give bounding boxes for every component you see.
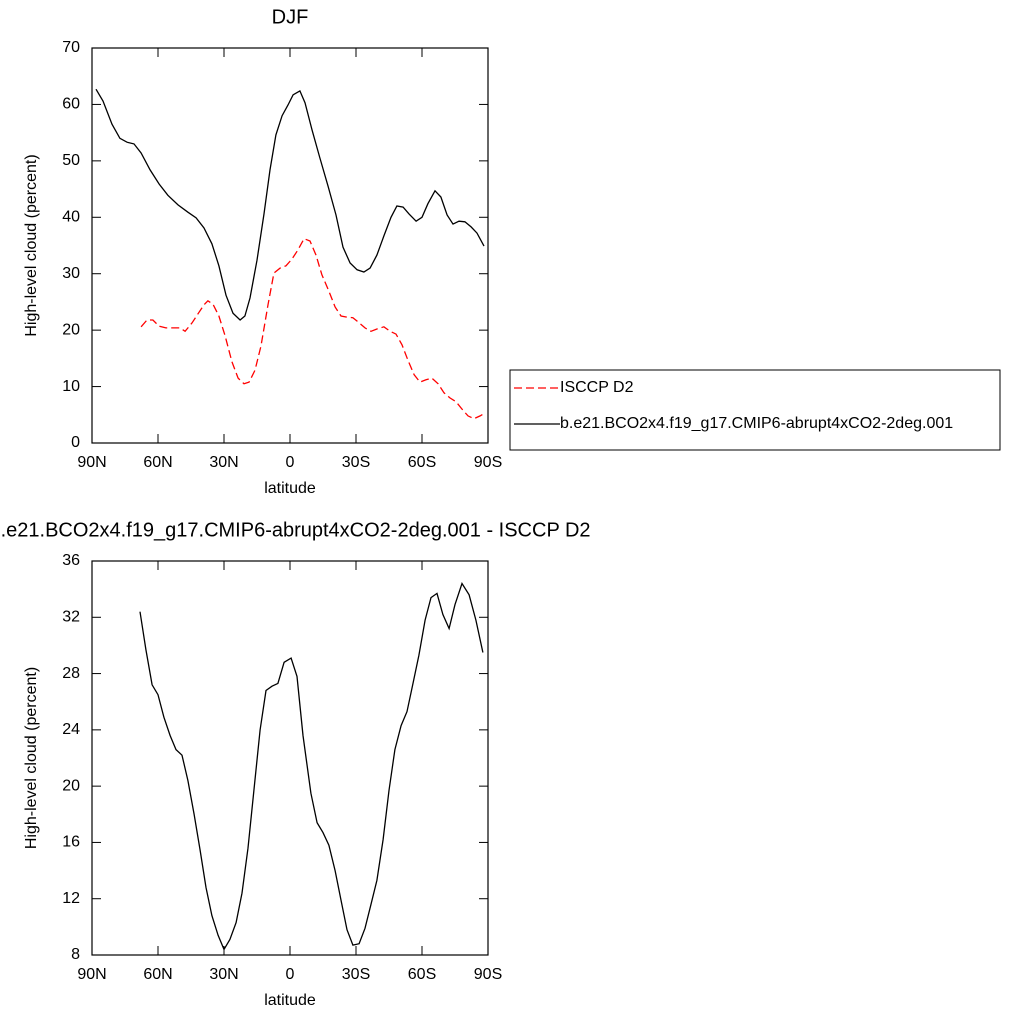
x-tick-label: 30S [342,454,370,471]
y-tick-label: 40 [62,209,80,226]
y-tick-label: 70 [62,39,80,56]
x-tick-label: 30S [342,966,370,983]
legend-label: ISCCP D2 [560,379,634,396]
chart-title: DJF [272,6,309,28]
y-tick-label: 12 [62,890,80,907]
y-axis-label: High-level cloud (percent) [23,667,40,849]
y-tick-label: 0 [71,434,80,451]
x-tick-label: 0 [286,966,295,983]
y-tick-label: 16 [62,834,80,851]
y-axis-label: High-level cloud (percent) [23,154,40,336]
y-tick-label: 8 [71,946,80,963]
x-tick-label: 90S [474,454,502,471]
y-tick-label: 20 [62,321,80,338]
x-tick-label: 60S [408,454,436,471]
x-tick-label: 90S [474,966,502,983]
x-tick-label: 30N [209,966,238,983]
x-tick-label: 60S [408,966,436,983]
data-line [140,237,486,420]
y-tick-label: 30 [62,265,80,282]
legend-label: b.e21.BCO2x4.f19_g17.CMIP6-abrupt4xCO2-2… [560,415,953,432]
x-tick-label: 60N [143,966,172,983]
plot-frame [91,47,489,444]
x-axis-label: latitude [264,480,316,497]
x-axis-label: latitude [264,992,316,1009]
data-line [95,88,485,321]
x-tick-label: 60N [143,454,172,471]
x-tick-label: 90N [77,966,106,983]
chart-title: b.e21.BCO2x4.f19_g17.CMIP6-abrupt4xCO2-2… [0,519,591,541]
x-tick-label: 30N [209,454,238,471]
data-line [139,581,484,951]
y-tick-label: 20 [62,777,80,794]
x-tick-label: 90N [77,454,106,471]
x-tick-label: 0 [286,454,295,471]
y-tick-label: 50 [62,152,80,169]
y-tick-label: 24 [62,721,80,738]
y-tick-label: 60 [62,96,80,113]
plot-frame [91,560,489,956]
y-tick-label: 32 [62,609,80,626]
y-tick-label: 10 [62,378,80,395]
y-tick-label: 28 [62,665,80,682]
y-tick-label: 36 [62,552,80,569]
legend-box [509,369,1001,451]
